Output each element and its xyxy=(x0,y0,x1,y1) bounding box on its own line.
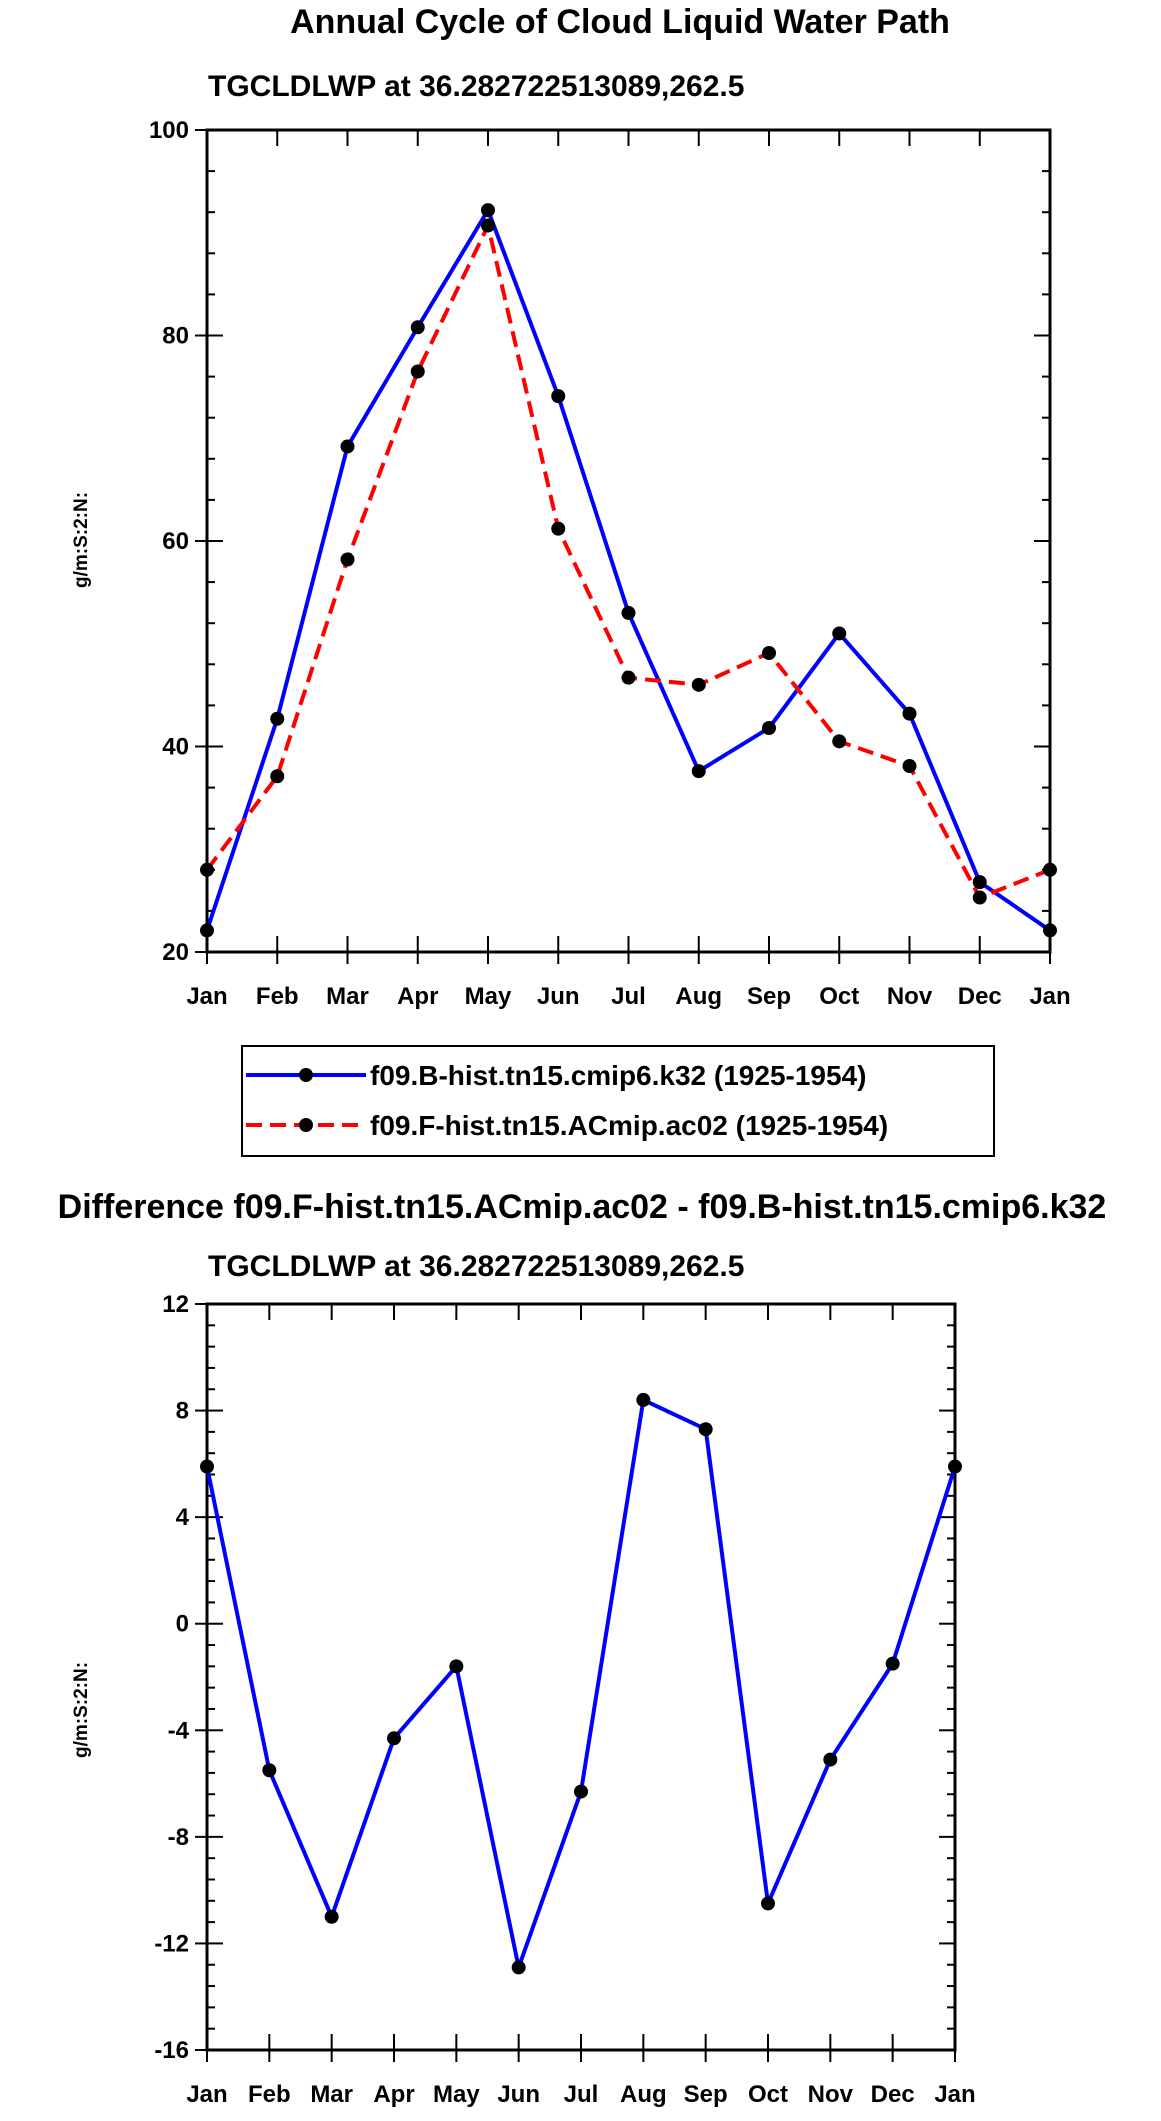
chart2-y-tick-label: -16 xyxy=(154,2037,189,2064)
chart2-y-tick-label: 4 xyxy=(176,1504,190,1531)
chart2-frame xyxy=(205,1302,957,2052)
chart1-series-2-point xyxy=(481,218,495,233)
chart2-y-axis-label: g/m:S:2:N: xyxy=(71,1662,92,1758)
chart2-x-tick-label: May xyxy=(433,2081,480,2108)
chart1-series-1-point xyxy=(200,923,214,938)
chart2-plot-area: -16 -12 -8 -4 0 4 8 12 Jan Feb Mar Apr May Jun Jul Aug S… xyxy=(154,1291,975,2108)
chart1-series-2-point xyxy=(762,645,776,660)
chart2-x-tick-label: Aug xyxy=(620,2081,667,2108)
legend: f09.B-hist.tn15.cmip6.k32 (1925-1954) f0… xyxy=(241,1045,995,1157)
chart2-y-tick-label: 12 xyxy=(162,1291,189,1318)
chart2-x-tick-label: Mar xyxy=(310,2081,353,2108)
chart1-x-tick-label: Feb xyxy=(256,983,299,1010)
chart2-x-tick-label: Dec xyxy=(871,2081,915,2108)
chart2-series-1-point xyxy=(387,1731,401,1746)
legend-marker-series-1 xyxy=(299,1068,313,1082)
chart1-series-2-point xyxy=(340,552,355,567)
chart1-series-1-point xyxy=(481,203,495,218)
chart2-x-tick-label: Oct xyxy=(748,2081,788,2108)
chart2-series-line-1 xyxy=(205,1397,957,1970)
chart2-x-tick-label: Jan xyxy=(186,2081,227,2108)
chart2-series-1-point xyxy=(948,1459,962,1474)
chart2-series-1-point xyxy=(200,1459,214,1474)
chart1-series-1-point xyxy=(972,875,987,890)
chart2-series-1-point xyxy=(511,1960,526,1975)
chart1-x-tick-label: Apr xyxy=(397,983,438,1010)
chart1-y-tick-label: 20 xyxy=(162,939,189,966)
chart1-series-2-point xyxy=(621,670,636,685)
chart2-subtitle: TGCLDLWP at 36.282722513089,262.5 xyxy=(208,1250,744,1283)
chart2-series-1-point xyxy=(324,1909,339,1924)
chart2-series-1-point xyxy=(823,1752,838,1767)
chart1-x-tick-label: Mar xyxy=(326,983,369,1010)
chart2-x-tick-label: Sep xyxy=(684,2081,728,2108)
chart1-x-tick-label: Oct xyxy=(819,983,859,1010)
chart1-series-1-point xyxy=(691,764,706,779)
chart2-series-1-point xyxy=(636,1392,651,1407)
chart1-series-2-point xyxy=(410,364,425,379)
chart1-x-tick-label: Sep xyxy=(747,983,791,1010)
chart1-x-tick-label: Aug xyxy=(675,983,722,1010)
chart1-y-tick-label: 100 xyxy=(149,117,189,144)
chart1-series-2-point xyxy=(200,862,214,877)
chart1-series-2-point xyxy=(902,759,917,774)
chart2-x-tick-label: Jun xyxy=(497,2081,540,2108)
chart1-series-1-point xyxy=(1043,923,1057,938)
chart1-series-1-point xyxy=(621,605,636,620)
chart1-frame xyxy=(205,128,1052,954)
chart1-title: Annual Cycle of Cloud Liquid Water Path xyxy=(290,3,950,41)
chart1-series-1-point xyxy=(410,320,425,335)
chart1-x-tick-label: Jan xyxy=(186,983,227,1010)
chart1-series-1-point xyxy=(340,439,355,454)
chart1-series-1-point xyxy=(551,389,566,404)
chart1-y-tick-label: 80 xyxy=(162,323,189,350)
chart1-subtitle: TGCLDLWP at 36.282722513089,262.5 xyxy=(208,70,744,103)
chart1-y-axis-label: g/m:S:2:N: xyxy=(71,492,92,588)
chart2-y-tick-label: 8 xyxy=(176,1398,189,1425)
chart2-y-tick-label: 0 xyxy=(176,1611,189,1638)
chart1-series-line-2 xyxy=(205,223,1051,900)
legend-box xyxy=(241,1045,995,1157)
chart1-series-1-point xyxy=(762,721,776,736)
chart2-y-tick-label: -4 xyxy=(168,1717,190,1744)
chart1-x-tick-label: Dec xyxy=(958,983,1002,1010)
chart1-series-1-point xyxy=(902,706,917,721)
chart1-series-2-point xyxy=(1043,862,1057,877)
chart1-y-tick-label: 60 xyxy=(162,528,189,555)
chart2-y-tick-label: -12 xyxy=(154,1930,189,1957)
chart1-x-tick-label: May xyxy=(465,983,512,1010)
chart1-x-tick-label: Jun xyxy=(537,983,580,1010)
chart2-x-tick-label: Feb xyxy=(248,2081,291,2108)
chart1-series-2-point xyxy=(972,890,987,905)
chart1-series-2-point xyxy=(270,769,285,784)
legend-label-series-2: f09.F-hist.tn15.ACmip.ac02 (1925-1954) xyxy=(370,1110,888,1141)
legend-label-series-1: f09.B-hist.tn15.cmip6.k32 (1925-1954) xyxy=(370,1060,866,1091)
chart2-y-tick-label: -8 xyxy=(168,1824,189,1851)
chart2-x-tick-label: Apr xyxy=(373,2081,414,2108)
legend-marker-series-2 xyxy=(299,1118,313,1132)
chart1-series-2-point xyxy=(691,677,706,692)
chart1-series-2-point xyxy=(832,734,847,749)
chart1-x-tick-label: Jan xyxy=(1029,983,1070,1010)
chart1-x-tick-label: Nov xyxy=(887,983,933,1010)
chart1-series-1-point xyxy=(270,711,285,726)
chart1-x-tick-label: Jul xyxy=(611,983,646,1010)
chart1-series-2-point xyxy=(551,521,566,536)
chart2-x-tick-label: Jan xyxy=(934,2081,975,2108)
chart1-plot-area: 20 40 60 80 100 Jan Feb Mar Apr May Jun Jul Aug Sep Oc… xyxy=(149,117,1071,1010)
chart1-y-tick-label: 40 xyxy=(162,734,189,761)
chart2-series-1-point xyxy=(698,1422,713,1437)
chart2-x-tick-label: Jul xyxy=(564,2081,599,2108)
chart2-title: Difference f09.F-hist.tn15.ACmip.ac02 - … xyxy=(58,1188,1107,1226)
chart2-series-1-point xyxy=(761,1896,775,1911)
chart2-x-tick-label: Nov xyxy=(808,2081,854,2108)
chart2-series-1-point xyxy=(449,1659,464,1674)
chart1-series-line-1 xyxy=(205,208,1052,933)
chart1-series-1-point xyxy=(832,626,847,641)
chart2-series-1-point xyxy=(262,1763,277,1778)
chart2-series-1-point xyxy=(885,1656,900,1671)
chart2-series-1-point xyxy=(574,1784,588,1799)
